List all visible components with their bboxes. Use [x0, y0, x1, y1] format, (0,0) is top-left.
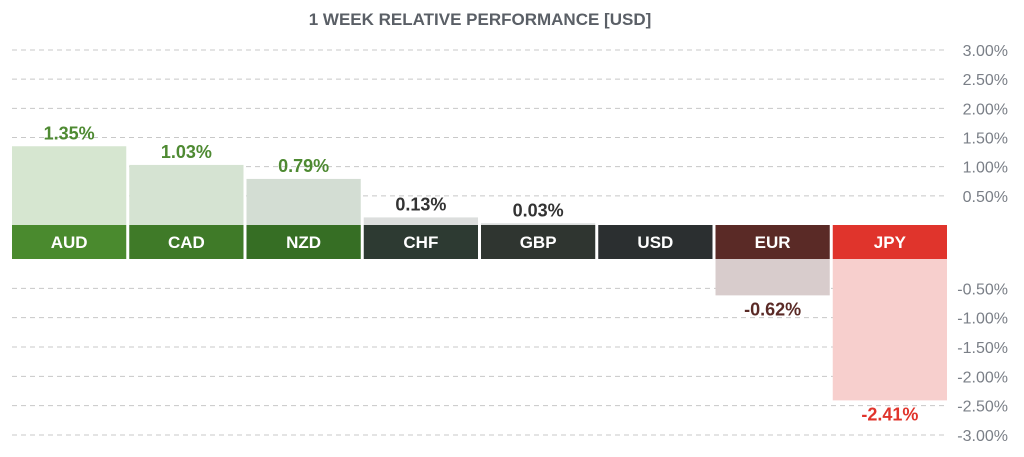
y-tick-label: 1.00% — [963, 160, 1008, 177]
category-box-jpy — [832, 225, 947, 259]
y-tick-label: 2.00% — [963, 101, 1008, 118]
bar-aud — [12, 146, 127, 225]
category-box-nzd — [246, 225, 361, 259]
y-tick-label: -2.00% — [957, 369, 1008, 386]
bar-layer — [12, 146, 947, 401]
y-tick-label: 0.50% — [963, 189, 1008, 206]
category-label-layer: AUD CAD NZD CHF GBP USD EUR JPY — [12, 225, 947, 259]
category-box-eur — [715, 225, 830, 259]
category-box-cad — [129, 225, 244, 259]
chart-title: 1 WEEK RELATIVE PERFORMANCE [USD] — [309, 10, 652, 29]
y-tick-label: -0.50% — [957, 281, 1008, 298]
value-label-nzd: 0.79% — [278, 156, 329, 176]
category-label-chf: CHF — [403, 233, 438, 252]
bar-chf — [363, 217, 478, 225]
category-box-aud — [12, 225, 127, 259]
y-tick-label: -1.50% — [957, 340, 1008, 357]
bar-cad — [129, 164, 244, 225]
category-label-eur: EUR — [755, 233, 791, 252]
category-label-nzd: NZD — [286, 233, 321, 252]
category-label-cad: CAD — [168, 233, 205, 252]
grid-layer — [12, 49, 948, 436]
category-box-usd — [598, 225, 713, 259]
bar-nzd — [246, 178, 361, 225]
category-box-chf — [363, 225, 478, 259]
value-label-aud: 1.35% — [44, 123, 95, 143]
bar-eur — [715, 259, 830, 296]
value-label-cad: 1.03% — [161, 142, 212, 162]
y-tick-label: 2.50% — [963, 72, 1008, 89]
y-tick-label: -2.50% — [957, 399, 1008, 416]
y-tick-label: 1.50% — [963, 131, 1008, 148]
category-label-usd: USD — [637, 233, 673, 252]
value-label-gbp: 0.03% — [513, 200, 564, 220]
category-box-gbp — [481, 225, 596, 259]
y-tick-label: -3.00% — [957, 428, 1008, 445]
tick-label-layer: 0.50% 1.00% 1.50% 2.00% 2.50% 3.00% -0.50% -1.0… — [957, 43, 1008, 445]
y-tick-label: -1.00% — [957, 311, 1008, 328]
bar-jpy — [832, 259, 947, 401]
category-label-gbp: GBP — [520, 233, 557, 252]
value-label-eur: -0.62% — [744, 299, 801, 319]
bar-gbp — [481, 223, 596, 225]
y-tick-label: 3.00% — [963, 43, 1008, 60]
category-label-aud: AUD — [51, 233, 88, 252]
value-label-chf: 0.13% — [395, 194, 446, 214]
category-label-jpy: JPY — [874, 233, 907, 252]
value-label-layer: 1.35% 1.03% 0.79% 0.13% 0.03% -0.62% -2.41% — [44, 123, 919, 424]
value-label-jpy: -2.41% — [861, 404, 918, 424]
